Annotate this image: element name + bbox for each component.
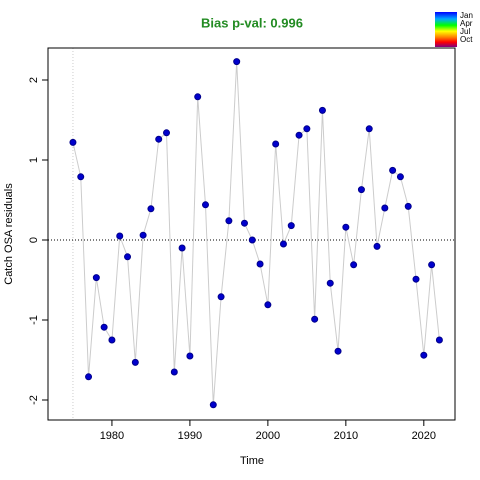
data-point [412,275,420,283]
data-point [303,125,311,133]
x-tick-label: 2010 [334,430,358,442]
data-point [178,244,186,252]
y-tick-label: -2 [28,395,40,405]
data-point [131,358,139,366]
data-point [396,173,404,181]
data-point [248,236,256,244]
data-point [100,323,108,331]
data-point [428,261,436,269]
data-point [77,173,85,181]
data-point [116,232,124,240]
data-point [85,373,93,381]
y-tick-label: -1 [28,315,40,325]
data-point [381,204,389,212]
data-point [435,336,443,344]
data-point [124,253,132,261]
plot-frame [47,47,456,421]
data-point [256,260,264,268]
data-point [225,217,233,225]
data-point [311,315,319,323]
data-point [334,347,342,355]
data-point [287,222,295,230]
data-point [389,166,397,174]
data-point [163,129,171,137]
y-axis-label: Catch OSA residuals [3,183,15,285]
data-point [186,352,194,360]
y-tick-label: 1 [28,157,40,163]
data-point [92,274,100,282]
data-point [264,301,272,309]
data-point [147,205,155,213]
chart-title: Bias p-val: 0.996 [201,15,303,30]
legend-label: Apr [460,19,473,28]
data-point [155,135,163,143]
data-point [69,138,77,146]
data-point [404,202,412,210]
legend-label: Oct [460,35,473,44]
data-point [108,336,116,344]
data-point [240,219,248,227]
data-point [233,58,241,66]
data-point [326,279,334,287]
x-tick-label: 1990 [178,430,202,442]
legend-label: Jan [460,11,473,20]
x-tick-label: 2000 [256,430,280,442]
legend-colorbar [435,12,457,47]
data-point [272,140,280,148]
data-point [357,186,365,194]
data-point [201,201,209,209]
data-point [350,261,358,269]
x-tick-label: 2020 [412,430,436,442]
data-point [170,368,178,376]
data-point [209,401,217,409]
data-point [217,293,225,301]
data-point [373,242,381,250]
data-point [279,240,287,248]
x-axis-label: Time [240,455,264,467]
y-tick-label: 2 [28,77,40,83]
data-point [295,131,303,139]
data-point [365,125,373,133]
data-point [342,223,350,231]
data-point [420,351,428,359]
series-line [72,61,440,405]
data-point [318,106,326,114]
data-point [139,231,147,239]
legend-label: Jul [460,27,470,36]
data-point [194,93,202,101]
x-tick-label: 1980 [100,430,124,442]
y-tick-label: 0 [28,237,40,243]
